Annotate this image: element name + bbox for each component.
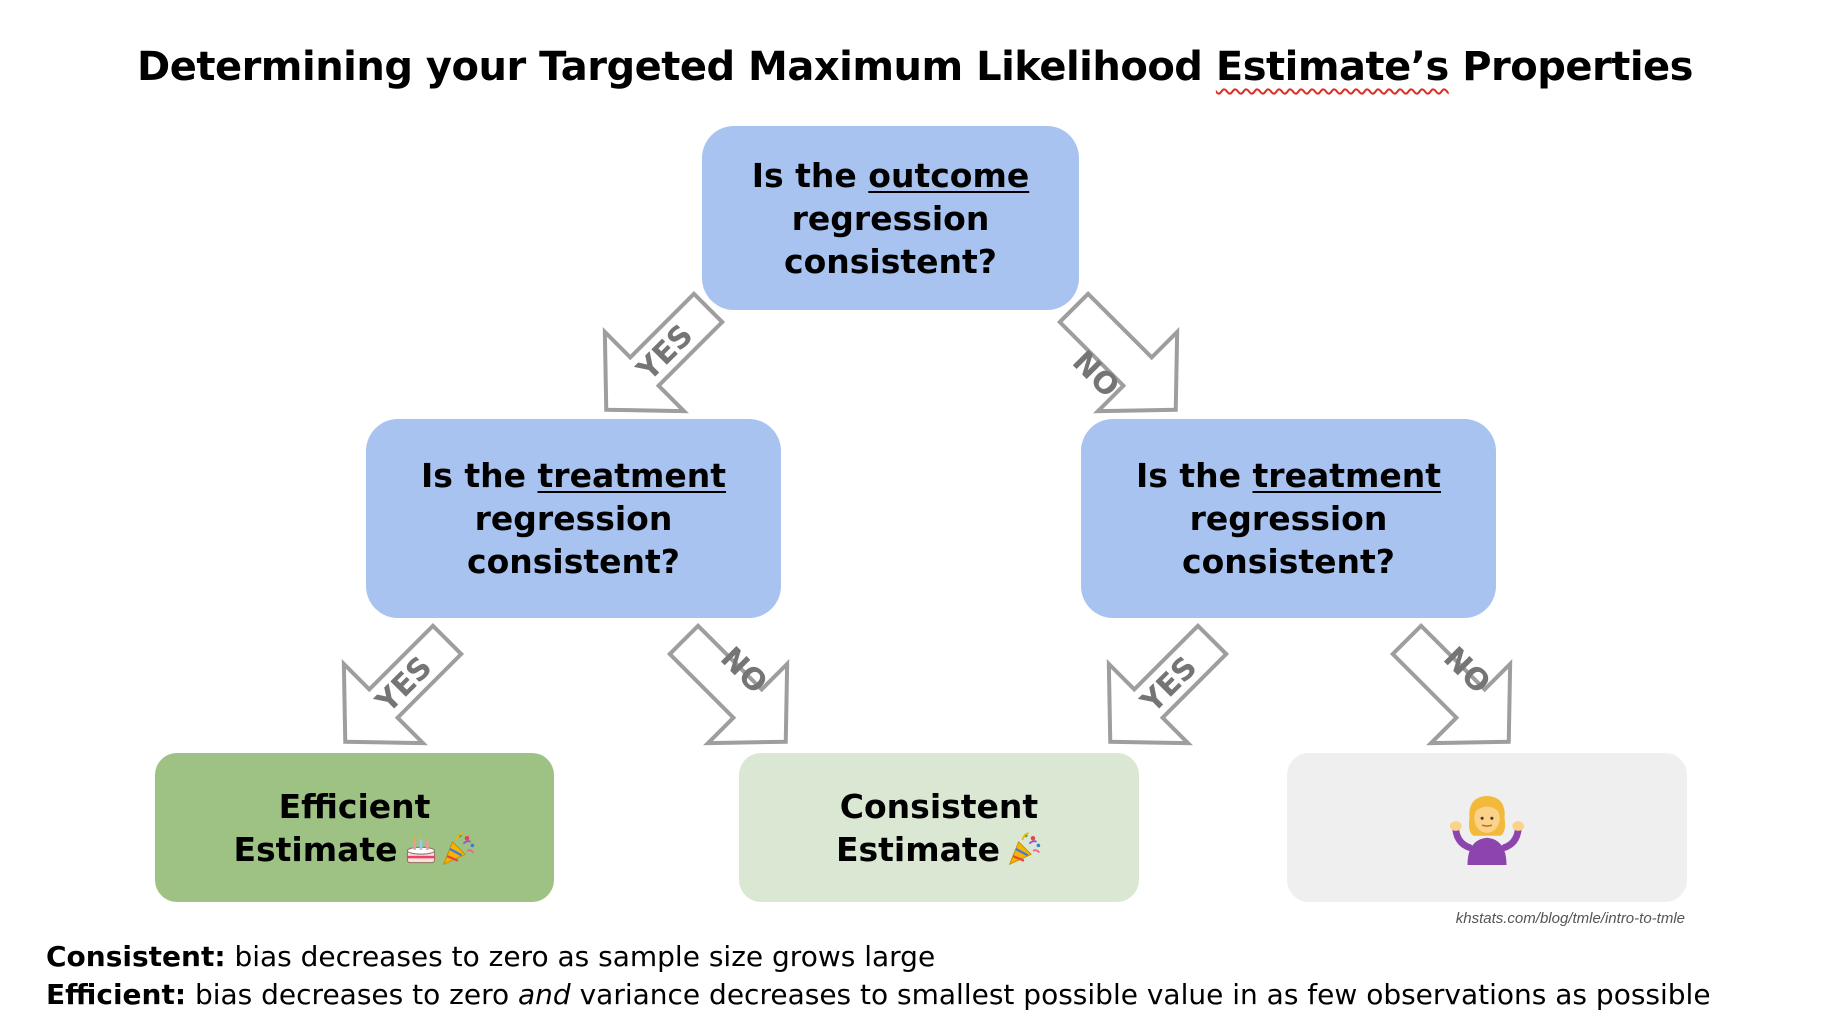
right-question-prefix: Is the: [1135, 456, 1253, 495]
left-question-keyword: treatment: [537, 456, 727, 495]
right-question-node: Is the treatment regression consistent?: [1081, 419, 1496, 618]
efficient-estimate-line1: Efficient: [278, 786, 431, 826]
title-text-start: Determining your Targeted Maximum Likeli…: [137, 44, 1216, 90]
definition-consistent: Consistent: bias decreases to zero as sa…: [46, 938, 1711, 976]
consistent-estimate-node: Consistent Estimate: [739, 753, 1139, 902]
arrow-right-no: NO: [1389, 622, 1513, 746]
title-text-misspelled: Estimate’s: [1215, 44, 1449, 90]
left-question-prefix: Is the: [420, 456, 538, 495]
title-text-end: Properties: [1448, 44, 1693, 90]
unknown-outcome-node: [1287, 753, 1687, 902]
definition-efficient-text-2: variance decreases to smallest possible …: [570, 978, 1711, 1011]
diagram-title: Determining your Targeted Maximum Likeli…: [0, 44, 1830, 90]
definition-consistent-text: bias decreases to zero as sample size gr…: [225, 940, 936, 973]
definition-consistent-term: Consistent:: [46, 940, 226, 973]
right-question-line3: consistent?: [1182, 542, 1395, 581]
root-question-line3: consistent?: [784, 241, 997, 281]
definition-efficient-text-1: bias decreases to zero: [186, 978, 519, 1011]
arrow-root-no: NO: [1056, 290, 1180, 414]
root-question-keyword: outcome: [868, 155, 1030, 195]
definition-efficient-and: and: [518, 978, 571, 1011]
root-question-prefix: Is the: [751, 155, 869, 195]
efficient-estimate-node: Efficient Estimate: [155, 753, 554, 902]
consistent-estimate-line1: Consistent: [839, 786, 1039, 826]
left-question-line3: consistent?: [467, 542, 680, 581]
arrow-left-yes: YES: [341, 622, 465, 746]
arrow-left-no: NO: [666, 622, 790, 746]
arrow-root-yes: YES: [602, 290, 726, 414]
efficient-estimate-line2: Estimate: [233, 829, 398, 869]
definition-efficient-term: Efficient:: [46, 978, 187, 1011]
consistent-estimate-line2: Estimate: [835, 829, 1001, 869]
root-question-line2: regression: [791, 198, 990, 238]
definitions: Consistent: bias decreases to zero as sa…: [46, 938, 1711, 1014]
right-question-line2: regression: [1189, 499, 1388, 538]
left-question-line2: regression: [474, 499, 673, 538]
source-credit: khstats.com/blog/tmle/intro-to-tmle: [1455, 910, 1685, 927]
left-question-node: Is the treatment regression consistent?: [366, 419, 781, 618]
right-question-keyword: treatment: [1252, 456, 1442, 495]
root-question-node: Is the outcome regression consistent?: [702, 126, 1079, 310]
definition-efficient: Efficient: bias decreases to zero and va…: [46, 976, 1711, 1014]
arrow-right-yes: YES: [1106, 622, 1230, 746]
